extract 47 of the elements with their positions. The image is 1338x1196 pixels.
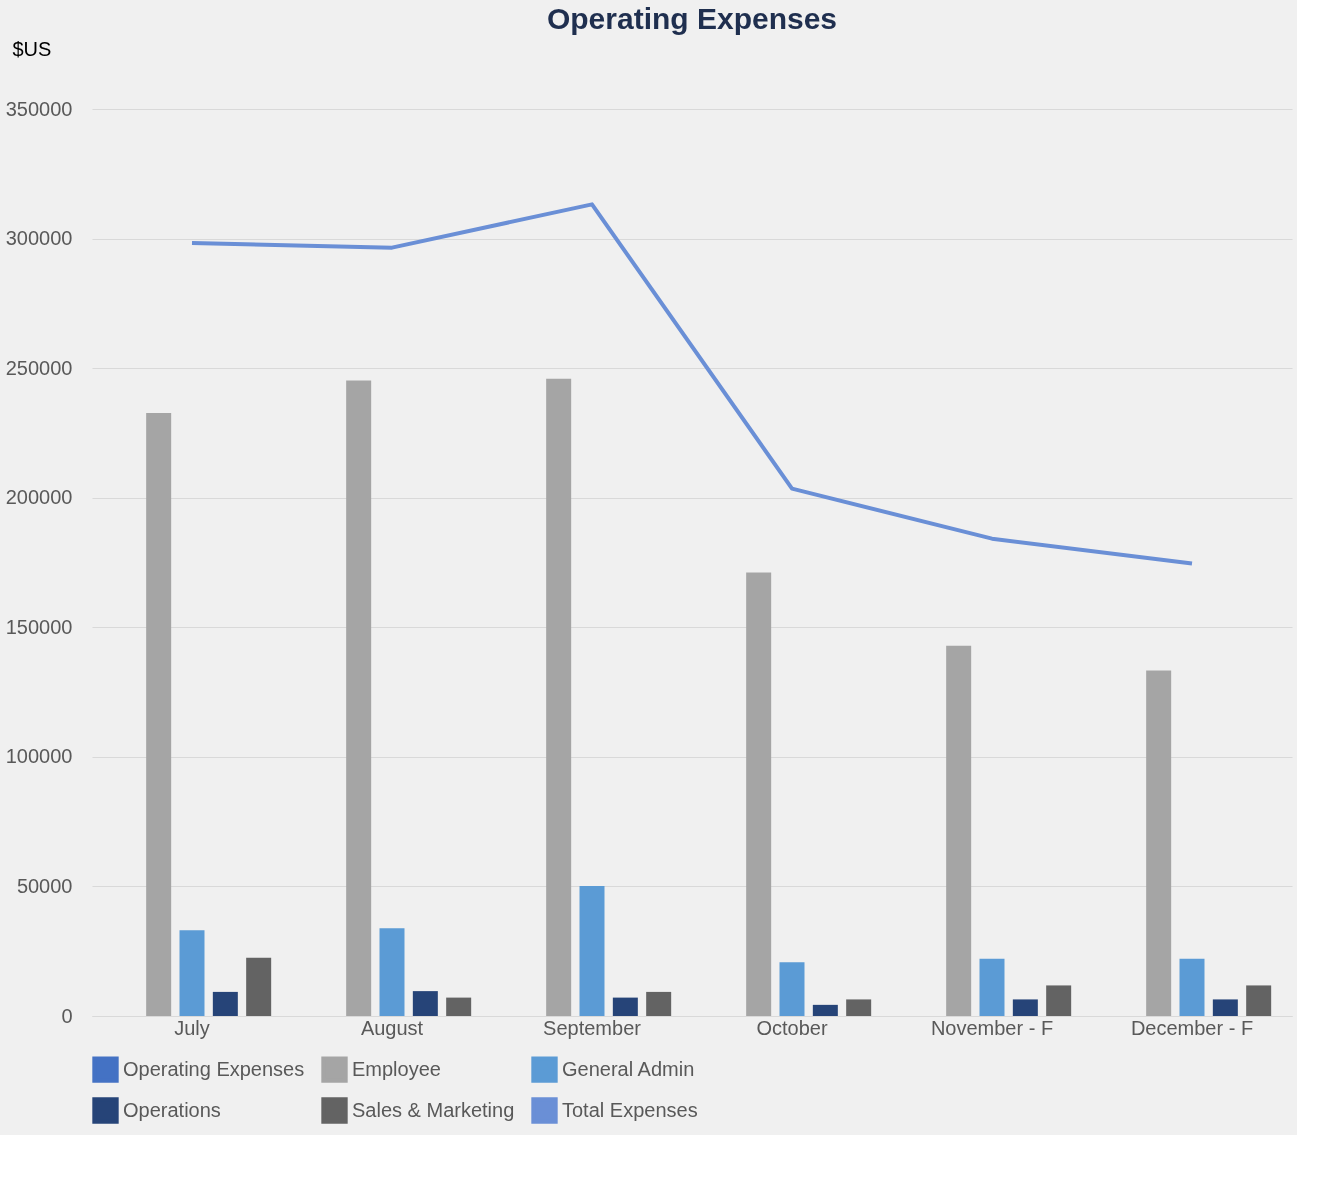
bar [846,999,872,1016]
bar [1179,958,1205,1016]
y-axis-title: $US [12,37,52,60]
chart-title: Operating Expenses [546,2,838,35]
bar [1246,985,1272,1016]
bar [412,991,438,1016]
bar [1146,670,1172,1016]
legend-label: General Admin [562,1057,695,1080]
bar [146,412,172,1016]
x-tick-label: September [543,1016,642,1039]
bar [1012,999,1038,1016]
bar [446,997,472,1016]
x-tick-label: October [756,1016,828,1039]
x-tick-label: July [174,1016,210,1039]
y-tick-label: 200000 [5,486,73,509]
bar [346,380,372,1016]
bar [812,1004,838,1016]
bar [946,645,972,1016]
x-tick-label: December - F [1130,1016,1254,1039]
y-tick-label: 150000 [5,615,73,638]
bar [1046,985,1072,1016]
bar [379,928,405,1016]
bar [212,991,238,1016]
y-tick-label: 300000 [5,227,73,250]
legend-label: Operating Expenses [123,1057,305,1080]
bar [746,572,772,1016]
bar [579,885,605,1016]
legend-label: Total Expenses [562,1098,698,1121]
bar [179,930,205,1016]
legend-label: Operations [123,1098,221,1121]
y-tick-label: 50000 [16,874,73,897]
y-tick-label: 0 [61,1004,73,1027]
y-tick-label: 250000 [5,356,73,379]
y-tick-label: 100000 [5,745,73,768]
x-tick-label: November - F [930,1016,1054,1039]
legend-label: Sales & Marketing [352,1098,515,1121]
x-tick-label: August [360,1016,424,1039]
bar [612,997,638,1016]
bar [779,962,805,1016]
y-tick-label: 350000 [5,97,73,120]
bar [979,958,1005,1016]
line-series [190,202,1194,566]
bar [646,991,672,1016]
bar [1212,999,1238,1016]
legend-label: Employee [352,1057,441,1080]
bar [546,378,572,1016]
bar [246,957,272,1016]
